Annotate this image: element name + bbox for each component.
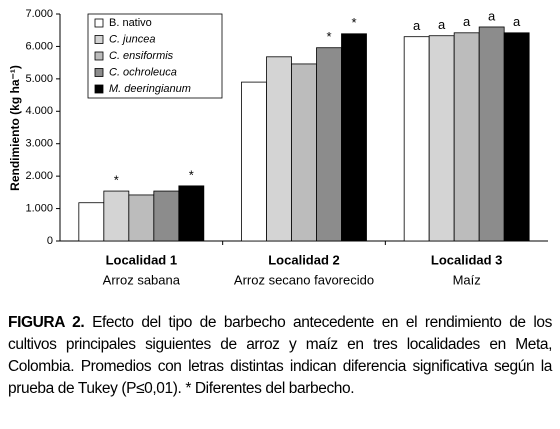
bar — [403, 36, 430, 242]
bar — [316, 47, 342, 242]
bar — [153, 190, 180, 242]
legend-swatch — [94, 84, 104, 94]
y-tick-label: 6.000 — [25, 40, 53, 52]
bar — [341, 33, 367, 242]
caption-label: FIGURA 2. — [8, 314, 85, 331]
bar — [103, 190, 130, 242]
bar — [478, 26, 505, 242]
y-axis-label: Rendimiento (kg ha⁻¹) — [8, 65, 22, 191]
chart: Rendimiento (kg ha⁻¹) 0 1.000 2.000 3.000 4.… — [8, 8, 548, 287]
bar — [266, 56, 292, 242]
y-tick-label: 3.000 — [25, 138, 53, 150]
bar-annotation: * — [351, 15, 356, 30]
legend-box — [87, 13, 223, 99]
x-tick-label: Localidad 1 — [106, 252, 178, 267]
y-tick-label: 0 — [47, 235, 53, 247]
legend-label: B. nativo — [109, 17, 152, 29]
bar-annotation: a — [463, 14, 471, 29]
bar-annotation: a — [413, 18, 421, 33]
x-tick-sublabel: Maíz — [453, 272, 481, 287]
legend-label: C. juncea — [109, 33, 155, 45]
bar — [241, 81, 267, 242]
bar-annotation: a — [438, 17, 446, 32]
bar — [453, 32, 480, 242]
bar — [178, 185, 205, 242]
y-tick-label: 1.000 — [25, 202, 53, 214]
y-tick-label: 7.000 — [25, 8, 53, 20]
bar — [503, 32, 530, 242]
bar-annotation: a — [513, 14, 521, 29]
bar — [128, 194, 155, 242]
bar-annotation: * — [114, 172, 119, 187]
y-tick-label: 5.000 — [25, 73, 53, 85]
legend-swatch — [94, 35, 104, 44]
bar-annotation: * — [326, 29, 331, 44]
caption: FIGURA 2. Efecto del tipo de barbecho an… — [8, 312, 552, 400]
bar — [291, 63, 317, 242]
x-tick-label: Localidad 2 — [268, 252, 340, 267]
bar-annotation: a — [488, 8, 496, 23]
legend-label: M. deeringianum — [109, 83, 191, 95]
bar-annotation: * — [189, 167, 194, 182]
x-tick-label: Localidad 3 — [431, 252, 503, 267]
legend-swatch — [94, 68, 104, 77]
y-tick-label: 2.000 — [25, 170, 53, 182]
legend-label: C. ensiformis — [109, 50, 174, 62]
legend-swatch — [94, 51, 104, 61]
bar — [428, 35, 455, 242]
bar — [78, 202, 105, 242]
x-tick-sublabel: Arroz secano favorecido — [234, 272, 374, 287]
legend-swatch — [94, 18, 104, 28]
caption-text: Efecto del tipo de barbecho antecedente … — [8, 314, 552, 397]
y-tick-label: 4.000 — [25, 105, 53, 117]
legend-label: C. ochroleuca — [109, 66, 177, 78]
x-tick-sublabel: Arroz sabana — [103, 272, 181, 287]
